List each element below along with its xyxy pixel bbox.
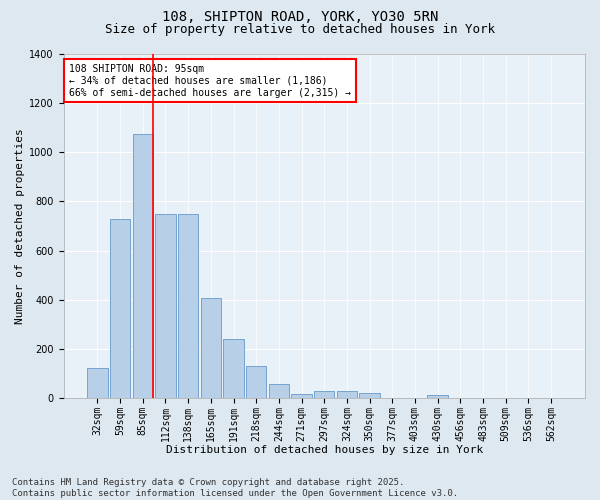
Bar (87, 368, 107, 398)
Text: 108 SHIPTON ROAD: 95sqm
← 34% of detached houses are smaller (1,186)
66% of semi: 108 SHIPTON ROAD: 95sqm ← 34% of detache… (69, 64, 351, 98)
Bar (110, 218, 130, 398)
Text: Contains HM Land Registry data © Crown copyright and database right 2025.
Contai: Contains HM Land Registry data © Crown c… (12, 478, 458, 498)
Bar (246, 366, 266, 398)
Bar (178, 214, 199, 398)
Bar (314, 390, 334, 398)
Bar (155, 214, 176, 398)
Bar (359, 393, 380, 398)
Bar (337, 390, 357, 398)
Bar (292, 394, 312, 398)
Bar (223, 339, 244, 398)
Text: Size of property relative to detached houses in York: Size of property relative to detached ho… (105, 22, 495, 36)
X-axis label: Distribution of detached houses by size in York: Distribution of detached houses by size … (166, 445, 483, 455)
Bar (200, 298, 221, 398)
Bar (133, 134, 153, 398)
Bar (427, 396, 448, 398)
Bar (269, 384, 289, 398)
Text: 108, SHIPTON ROAD, YORK, YO30 5RN: 108, SHIPTON ROAD, YORK, YO30 5RN (162, 10, 438, 24)
Y-axis label: Number of detached properties: Number of detached properties (15, 128, 25, 324)
